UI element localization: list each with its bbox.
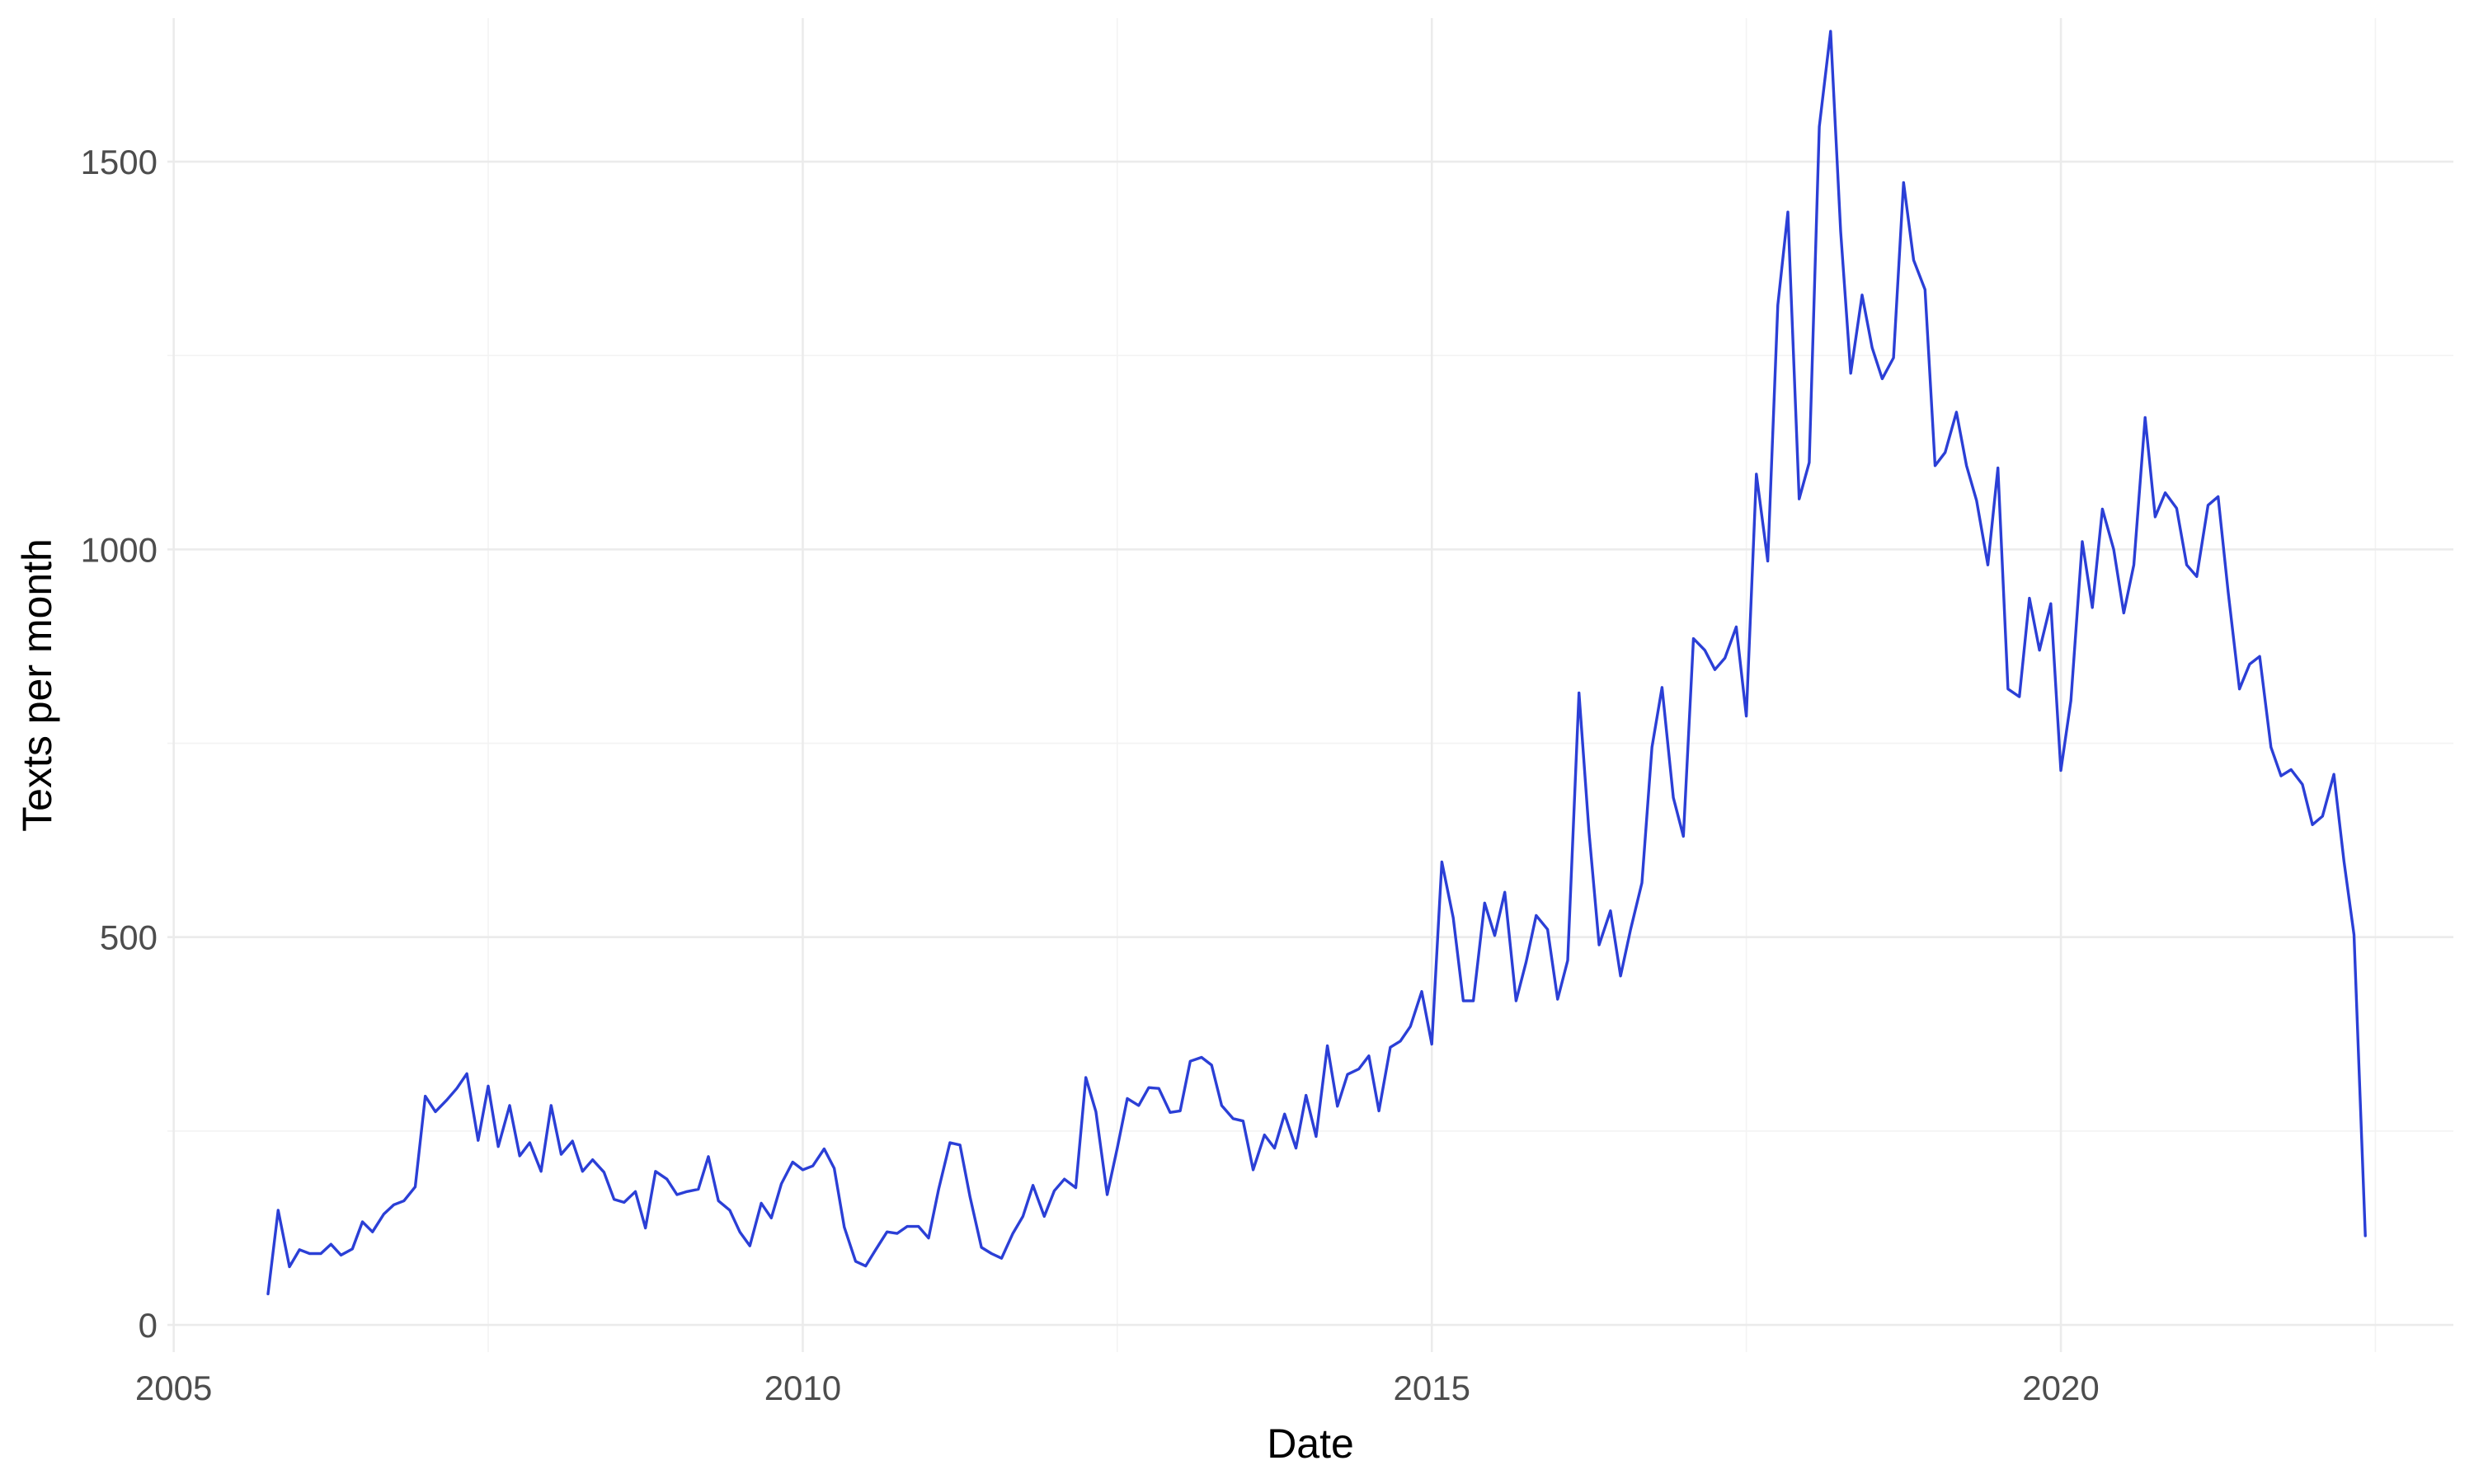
series-line xyxy=(266,30,2367,1296)
x-tick-label: 2015 xyxy=(1394,1369,1470,1407)
x-tick-label: 2010 xyxy=(764,1369,841,1407)
x-tick-label: 2020 xyxy=(2022,1369,2099,1407)
x-axis-title: Date xyxy=(1267,1421,1354,1467)
x-tick-label: 2005 xyxy=(135,1369,212,1407)
x-axis-tick-labels: 2005 2010 2015 2020 xyxy=(135,1369,2100,1407)
y-tick-label: 500 xyxy=(100,918,158,957)
y-axis-title: Texts per month xyxy=(14,538,60,832)
y-tick-label: 0 xyxy=(139,1306,158,1345)
y-axis-tick-labels: 0 500 1000 1500 xyxy=(81,143,158,1345)
y-tick-label: 1000 xyxy=(81,530,158,569)
y-tick-label: 1500 xyxy=(81,143,158,181)
series-layer xyxy=(266,30,2367,1296)
major-gridlines xyxy=(167,18,2453,1352)
